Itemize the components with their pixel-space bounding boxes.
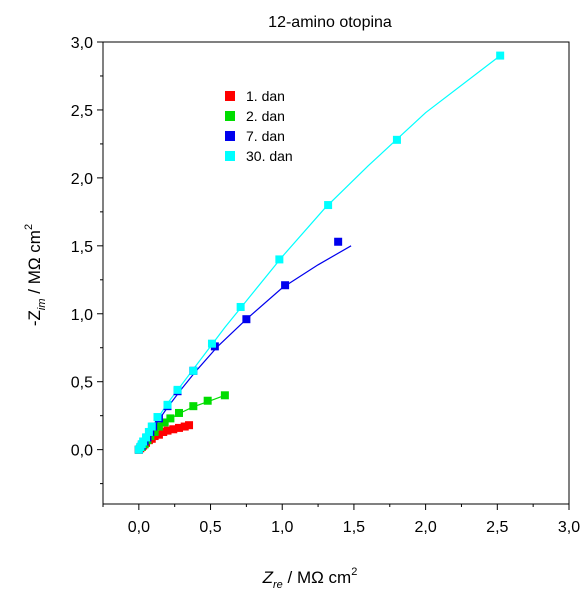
data-point <box>180 422 189 431</box>
x-tick-label: 2,0 <box>414 519 436 536</box>
data-point <box>173 385 182 394</box>
x-axis-ticks: 0,0 0,5 1,0 1,5 2,0 2,5 3,0 <box>102 504 580 536</box>
data-point <box>242 315 251 324</box>
y-tick-label: 2,0 <box>71 171 93 188</box>
x-axis-title: Zre / MΩ cm2 <box>262 566 358 591</box>
data-point <box>203 396 212 405</box>
x-tick-label: 0,5 <box>199 519 221 536</box>
legend-label: 2. dan <box>246 108 285 124</box>
data-point <box>185 421 194 430</box>
data-point <box>139 437 148 446</box>
y-axis-title: -Zim / MΩ cm2 <box>23 224 48 326</box>
data-point <box>147 422 156 431</box>
legend-label: 7. dan <box>246 128 285 144</box>
legend-label: 30. dan <box>246 148 293 164</box>
data-point <box>160 418 169 427</box>
data-point <box>334 237 343 246</box>
legend-swatch <box>225 91 235 101</box>
x-tick-label: 1,0 <box>271 519 293 536</box>
data-point <box>189 402 198 411</box>
data-point <box>207 339 216 348</box>
legend-swatch <box>225 151 235 161</box>
data-point <box>166 414 175 423</box>
legend-swatch <box>225 131 235 141</box>
legend-swatch <box>225 111 235 121</box>
x-tick-label: 3,0 <box>558 519 580 536</box>
legend: 1. dan 2. dan 7. dan 30. dan <box>225 88 293 164</box>
y-tick-label: 2,5 <box>71 103 93 120</box>
fit-line <box>138 55 501 450</box>
data-point <box>154 422 163 431</box>
data-point <box>154 430 163 439</box>
y-tick-label: 1,5 <box>71 239 93 256</box>
data-point <box>163 426 172 435</box>
x-tick-label: 2,5 <box>486 519 508 536</box>
data-point <box>496 51 505 60</box>
data-point <box>275 255 284 264</box>
data-point <box>189 366 198 375</box>
x-tick-label: 1,5 <box>343 519 365 536</box>
x-tick-label: 0,0 <box>128 519 150 536</box>
data-point <box>163 400 172 409</box>
legend-label: 1. dan <box>246 88 285 104</box>
data-point <box>174 408 183 417</box>
chart-title: 12-amino otopina <box>268 14 392 31</box>
data-point <box>324 201 333 210</box>
data-point <box>236 302 245 311</box>
fit-lines <box>138 55 501 451</box>
y-tick-label: 1,0 <box>71 307 93 324</box>
y-tick-label: 0,0 <box>71 443 93 460</box>
data-point <box>150 432 159 441</box>
y-tick-label: 3,0 <box>71 35 93 52</box>
y-tick-label: 0,5 <box>71 375 93 392</box>
data-point <box>281 281 290 290</box>
data-markers <box>134 51 505 454</box>
data-point <box>144 427 153 436</box>
data-point <box>220 391 229 400</box>
plot-frame <box>102 41 570 505</box>
data-point <box>142 433 151 442</box>
data-point <box>159 427 168 436</box>
data-point <box>392 135 401 144</box>
data-point <box>150 427 159 436</box>
data-point <box>153 413 162 422</box>
data-point <box>169 425 178 434</box>
data-point <box>174 423 183 432</box>
y-axis-ticks: 0,0 0,5 1,0 1,5 2,0 2,5 3,0 <box>71 35 103 485</box>
